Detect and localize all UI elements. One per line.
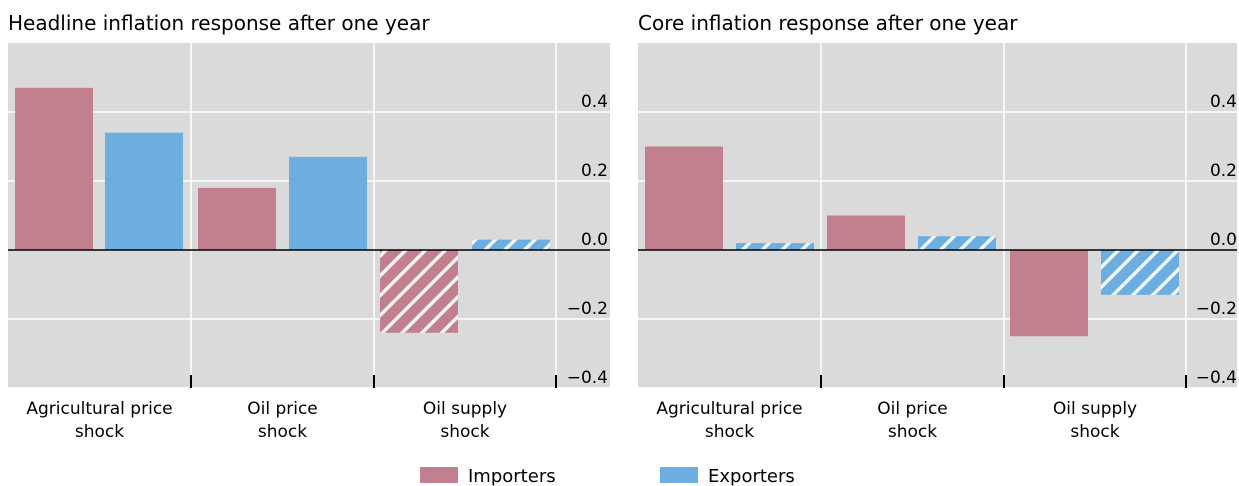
y-tick-label-core-2: 0.0 — [1210, 230, 1237, 250]
chart-title-core: Core inflation response after one year — [638, 11, 1018, 35]
y-tick-label-headline-1: 0.2 — [581, 161, 608, 181]
bar-headline-exporters-1 — [289, 156, 367, 250]
y-tick-label-core-3: −0.2 — [1196, 299, 1237, 319]
y-tick-label-headline-0: 0.4 — [581, 92, 608, 112]
legend: Importers Exporters — [420, 466, 795, 486]
bar-core-importers-2 — [1010, 250, 1088, 337]
category-label-headline-2-line1: shock — [440, 422, 489, 442]
y-tick-label-headline-3: −0.2 — [567, 299, 608, 319]
y-axis-ticks-headline: 0.4 0.2 0.0 −0.2 −0.4 — [567, 92, 608, 388]
x-axis-categories-core: Agricultural price shock Oil price shock Oil… — [656, 399, 1137, 442]
x-axis-tick-marks-headline — [190, 375, 557, 388]
category-label-headline-0-line0: Agricultural price — [26, 399, 172, 419]
legend-swatch-importers — [420, 467, 458, 483]
bar-core-importers-0 — [645, 146, 723, 250]
bar-core-exporters-1 — [918, 236, 996, 250]
category-label-core-1-line0: Oil price — [877, 399, 948, 419]
bar-headline-exporters-2 — [472, 239, 550, 250]
bar-core-exporters-0 — [736, 243, 814, 250]
bars-headline — [15, 87, 550, 333]
y-tick-label-headline-2: 0.0 — [581, 230, 608, 250]
x-axis-categories-headline: Agricultural price shock Oil price shock Oil… — [26, 399, 507, 442]
bar-headline-exporters-0 — [105, 132, 183, 250]
y-axis-ticks-core: 0.4 0.2 0.0 −0.2 −0.4 — [1196, 92, 1237, 388]
category-label-core-0-line1: shock — [705, 422, 754, 442]
category-label-core-1-line1: shock — [888, 422, 937, 442]
legend-label-importers: Importers — [468, 466, 556, 486]
category-label-headline-1-line0: Oil price — [247, 399, 318, 419]
category-label-core-0-line0: Agricultural price — [656, 399, 802, 419]
bar-core-importers-1 — [827, 215, 905, 250]
chart-title-headline: Headline inflation response after one ye… — [8, 11, 430, 35]
y-tick-label-core-4: −0.4 — [1196, 368, 1237, 388]
x-axis-tick-marks-core — [820, 375, 1187, 388]
y-tick-label-core-0: 0.4 — [1210, 92, 1237, 112]
bar-headline-importers-2 — [380, 250, 458, 333]
category-separators-core — [820, 43, 1187, 388]
category-label-core-2-line0: Oil supply — [1053, 399, 1137, 419]
category-label-headline-1-line1: shock — [258, 422, 307, 442]
bar-core-exporters-2 — [1101, 250, 1179, 295]
category-label-headline-2-line0: Oil supply — [423, 399, 507, 419]
category-label-core-2-line1: shock — [1070, 422, 1119, 442]
bar-headline-importers-0 — [15, 87, 93, 250]
bar-headline-importers-1 — [198, 187, 276, 250]
legend-label-exporters: Exporters — [708, 466, 795, 486]
gridlines-core — [638, 111, 1237, 389]
category-separators-headline — [190, 43, 557, 388]
y-tick-label-headline-4: −0.4 — [567, 368, 608, 388]
y-tick-label-core-1: 0.2 — [1210, 161, 1237, 181]
legend-swatch-exporters — [660, 467, 698, 483]
plot-area-core — [638, 43, 1237, 388]
category-label-headline-0-line1: shock — [75, 422, 124, 442]
panel-core: Core inflation response after one year 0… — [638, 11, 1237, 442]
bars-core — [645, 146, 1179, 337]
panel-headline: Headline inflation response after one ye… — [8, 11, 610, 442]
